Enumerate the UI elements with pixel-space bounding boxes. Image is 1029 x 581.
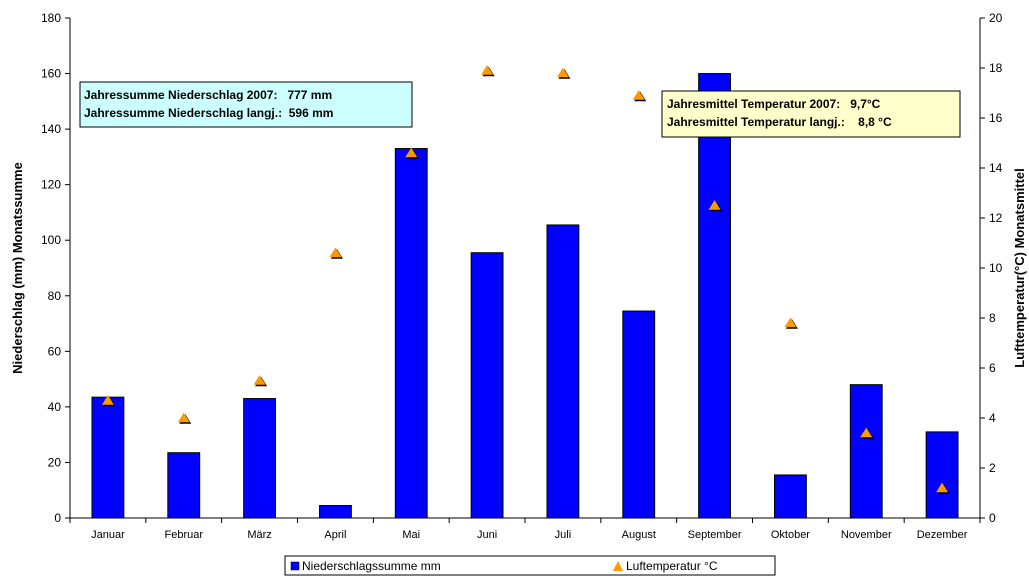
bar-precipitation (546, 224, 580, 519)
x-tick-label: Juni (477, 529, 497, 541)
point-temperature-marker (556, 67, 569, 78)
y-left-tick-label: 80 (48, 289, 62, 303)
x-tick-label: September (688, 529, 742, 541)
point-temperature (632, 90, 647, 102)
x-axis: Januar Februar März April Mai Juni Juli August S… (69, 518, 981, 541)
bar-precipitation (318, 505, 352, 519)
legend-label-precipitation: Niederschlagssumme mm (302, 559, 441, 573)
point-temperature (253, 375, 268, 387)
x-tick-label: April (324, 529, 346, 541)
y-axis-right: 0 2 4 6 8 10 12 14 16 18 20 (980, 11, 1003, 525)
x-tick-label: August (622, 529, 656, 541)
point-temperature (405, 147, 419, 159)
y-left-tick-label: 180 (41, 11, 61, 25)
point-temperature (177, 412, 192, 424)
x-tick-label: Februar (164, 529, 203, 541)
legend-marker-temperature (613, 561, 623, 571)
y-axis-left-title: Niederschlag (mm) Monatssumme (10, 162, 25, 374)
point-temperature (708, 200, 723, 212)
y-right-tick-label: 6 (989, 361, 996, 375)
point-temperature-marker (708, 200, 721, 210)
point-temperature-marker (329, 247, 342, 258)
bar-precipitation (243, 398, 277, 519)
y-right-tick-label: 8 (989, 311, 996, 325)
y-right-tick-label: 4 (989, 411, 996, 425)
y-left-tick-label: 160 (41, 67, 61, 81)
bar-precipitation (91, 396, 125, 519)
point-temperature-marker (253, 375, 266, 385)
legend-label-temperature: Luftemperatur °C (626, 559, 718, 573)
point-temperature (784, 317, 798, 329)
point-temperature (936, 482, 950, 494)
y-right-tick-label: 20 (989, 11, 1003, 25)
y-right-tick-label: 18 (989, 61, 1003, 75)
x-tick-label: November (841, 529, 892, 541)
temperature-summary-box: Jahresmittel Temperatur 2007: 9,7°C Jahr… (661, 90, 961, 138)
y-left-tick-label: 140 (41, 122, 61, 136)
bar-precipitation (773, 474, 807, 519)
y-right-tick-label: 12 (989, 211, 1003, 225)
x-tick-label: Januar (91, 529, 125, 541)
point-temperature-marker (405, 147, 418, 158)
bar-precipitation (167, 452, 201, 519)
bar-precipitation (394, 148, 428, 519)
bar-series (91, 73, 959, 519)
y-right-tick-label: 14 (989, 161, 1003, 175)
point-temperature (556, 67, 571, 79)
y-right-tick-label: 16 (989, 111, 1003, 125)
point-temperature-marker (177, 412, 190, 423)
x-tick-label: Mai (402, 529, 420, 541)
point-temperature-marker (784, 317, 797, 328)
point-temperature-marker (860, 427, 873, 438)
precipitation-summary-line-1: Jahressumme Niederschlag 2007: 777 mm (84, 88, 332, 102)
x-tick-label: März (247, 529, 271, 541)
point-temperature-marker (632, 90, 645, 100)
point-temperature-marker (936, 482, 949, 493)
bar-precipitation (925, 431, 959, 519)
point-temperature (481, 65, 495, 77)
precipitation-summary-box: Jahressumme Niederschlag 2007: 777 mm Ja… (79, 81, 413, 128)
bar-precipitation (849, 384, 883, 519)
legend-swatch-precipitation (290, 561, 300, 571)
point-temperature (101, 395, 116, 407)
y-right-tick-label: 10 (989, 261, 1003, 275)
x-tick-label: Juli (555, 529, 572, 541)
point-temperature (329, 247, 343, 259)
temperature-summary-line-2: Jahresmittel Temperatur langj.: 8,8 °C (667, 115, 892, 129)
point-temperature-marker (101, 395, 114, 405)
point-temperature-marker (481, 65, 494, 75)
y-axis-left: 0 20 40 60 80 100 120 140 160 180 (41, 11, 70, 525)
bar-precipitation (698, 73, 732, 519)
y-right-tick-label: 0 (989, 511, 996, 525)
y-left-tick-label: 100 (41, 233, 61, 247)
bar-precipitation (622, 310, 656, 519)
y-right-tick-label: 2 (989, 461, 996, 475)
point-temperature (860, 427, 874, 439)
x-tick-label: Oktober (771, 529, 810, 541)
bar-precipitation (470, 252, 504, 519)
y-left-tick-label: 0 (54, 511, 61, 525)
x-tick-label: Dezember (917, 529, 968, 541)
precipitation-summary-line-2: Jahressumme Niederschlag langj.: 596 mm (84, 106, 333, 120)
temperature-series (101, 65, 950, 494)
y-left-tick-label: 20 (48, 455, 62, 469)
temperature-summary-line-1: Jahresmittel Temperatur 2007: 9,7°C (667, 97, 881, 111)
y-left-tick-label: 120 (41, 178, 61, 192)
y-left-tick-label: 40 (48, 400, 62, 414)
legend: Niederschlagssumme mm Luftemperatur °C (284, 555, 776, 576)
y-left-tick-label: 60 (48, 344, 62, 358)
y-axis-right-title: Lufttemperatur(°C) Monatsmittel (1012, 168, 1027, 367)
